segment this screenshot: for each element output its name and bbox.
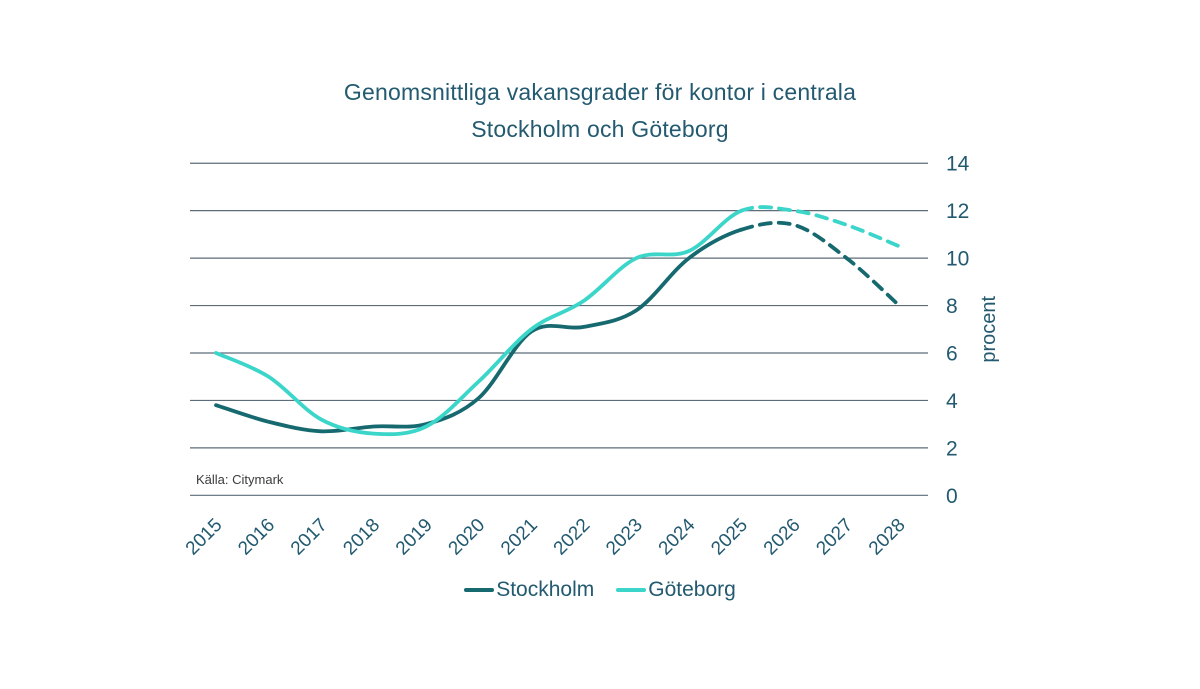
x-axis-tick-label: 2025	[707, 515, 752, 560]
y-axis-tick-label: 4	[946, 390, 958, 413]
source-note: Källa: Citymark	[196, 472, 284, 487]
x-axis-tick-label: 2019	[392, 515, 437, 560]
legend-item-stockholm: Stockholm	[464, 578, 594, 602]
series-line-göteborg-forecast	[739, 205, 901, 249]
chart-title-line2: Stockholm och Göteborg	[471, 116, 729, 142]
y-axis-tick-label: 0	[946, 485, 958, 508]
y-axis-tick-label: 14	[946, 153, 970, 176]
chart-title: Genomsnittliga vakansgrader för kontor i…	[0, 74, 1200, 148]
legend-label-goteborg: Göteborg	[648, 578, 736, 601]
series-line-göteborg	[214, 208, 744, 437]
x-axis-tick-label: 2027	[812, 515, 857, 560]
y-axis-tick-label: 2	[946, 437, 958, 460]
series-line-stockholm	[214, 227, 744, 434]
x-axis-tick-label: 2022	[550, 515, 595, 560]
y-axis-tick-label: 12	[946, 200, 969, 223]
x-axis-tick-label: 2023	[602, 515, 647, 560]
x-axis-tick-label: 2016	[234, 515, 279, 560]
y-axis-tick-label: 10	[946, 248, 969, 271]
x-axis-tick-label: 2017	[287, 515, 332, 560]
x-axis-tick-label: 2020	[445, 515, 490, 560]
x-axis-tick-label: 2015	[182, 515, 227, 560]
chart-legend: Stockholm Göteborg	[0, 578, 1200, 602]
y-axis-tick-label: 6	[946, 342, 958, 365]
y-axis-title: procent	[978, 295, 1000, 362]
legend-label-stockholm: Stockholm	[496, 578, 595, 601]
legend-item-goteborg: Göteborg	[616, 578, 736, 602]
stockholm-line-swatch-icon	[464, 588, 495, 592]
y-axis-tick-label: 8	[946, 295, 958, 318]
goteborg-line-swatch-icon	[616, 588, 647, 592]
x-axis-tick-label: 2028	[865, 515, 910, 560]
series-line-stockholm-forecast	[739, 220, 901, 308]
x-axis-tick-label: 2024	[655, 514, 700, 559]
chart-title-line1: Genomsnittliga vakansgrader för kontor i…	[343, 79, 857, 105]
x-axis-tick-label: 2018	[339, 515, 384, 560]
x-axis-tick-label: 2026	[760, 515, 805, 560]
x-axis-tick-label: 2021	[497, 515, 542, 560]
